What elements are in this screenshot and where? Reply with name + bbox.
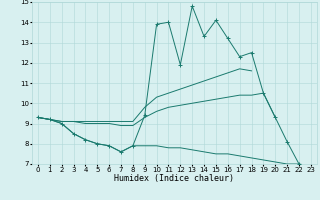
X-axis label: Humidex (Indice chaleur): Humidex (Indice chaleur): [115, 174, 234, 183]
